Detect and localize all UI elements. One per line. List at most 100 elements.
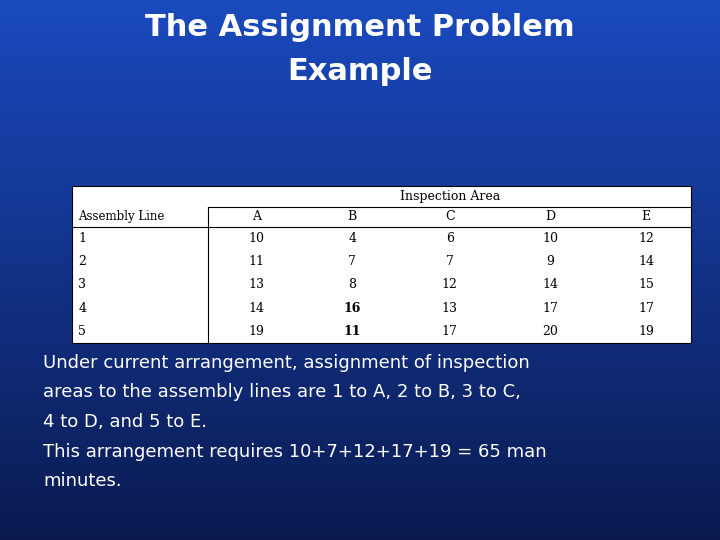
Text: 4: 4 <box>348 232 356 245</box>
Text: 1: 1 <box>78 232 86 245</box>
Text: 13: 13 <box>248 279 264 292</box>
Bar <box>0 148 720 153</box>
Text: 19: 19 <box>639 325 654 338</box>
Bar <box>0 180 720 185</box>
Bar <box>0 490 720 495</box>
Text: The Assignment Problem: The Assignment Problem <box>145 14 575 43</box>
Bar <box>0 135 720 139</box>
Bar <box>0 482 720 486</box>
Text: 4: 4 <box>78 302 86 315</box>
Text: minutes.: minutes. <box>43 472 122 490</box>
Text: 10: 10 <box>248 232 264 245</box>
Text: B: B <box>348 211 357 224</box>
Bar <box>0 396 720 401</box>
Bar <box>0 392 720 396</box>
Bar <box>0 202 720 207</box>
Bar <box>0 198 720 202</box>
Bar <box>0 131 720 135</box>
Bar <box>0 517 720 522</box>
Text: D: D <box>545 211 555 224</box>
Bar <box>0 90 720 94</box>
Bar <box>0 441 720 445</box>
Bar <box>0 189 720 193</box>
Bar <box>0 36 720 40</box>
Text: 14: 14 <box>248 302 264 315</box>
Bar <box>0 252 720 256</box>
Bar <box>0 418 720 423</box>
Bar <box>0 81 720 85</box>
Bar <box>0 436 720 441</box>
Bar <box>0 324 720 328</box>
Text: 7: 7 <box>446 255 454 268</box>
Bar <box>0 405 720 409</box>
Bar <box>0 477 720 482</box>
Bar <box>0 333 720 338</box>
Bar <box>0 108 720 112</box>
Bar <box>0 347 720 351</box>
Bar <box>0 450 720 455</box>
Bar <box>0 117 720 122</box>
Bar <box>0 409 720 414</box>
Bar <box>0 279 720 284</box>
Text: 11: 11 <box>343 325 361 338</box>
Bar <box>0 342 720 347</box>
Text: 5: 5 <box>78 325 86 338</box>
Bar <box>0 54 720 58</box>
Bar <box>0 378 720 382</box>
Bar <box>0 63 720 68</box>
Bar <box>0 387 720 392</box>
Text: 16: 16 <box>343 302 361 315</box>
Text: 15: 15 <box>639 279 654 292</box>
Bar <box>0 261 720 266</box>
Text: 19: 19 <box>248 325 264 338</box>
Text: 10: 10 <box>542 232 558 245</box>
Bar <box>0 220 720 225</box>
Text: 17: 17 <box>542 302 558 315</box>
Text: 8: 8 <box>348 279 356 292</box>
Bar <box>0 18 720 23</box>
Text: E: E <box>642 211 651 224</box>
Text: Assembly Line: Assembly Line <box>78 211 165 224</box>
Bar <box>0 432 720 436</box>
Bar <box>0 50 720 54</box>
Text: areas to the assembly lines are 1 to A, 2 to B, 3 to C,: areas to the assembly lines are 1 to A, … <box>43 383 521 401</box>
Bar <box>0 522 720 526</box>
Bar <box>0 122 720 126</box>
Bar <box>0 45 720 50</box>
Text: 11: 11 <box>248 255 264 268</box>
Bar <box>0 382 720 387</box>
Bar <box>0 500 720 504</box>
Bar <box>0 369 720 374</box>
Bar <box>0 351 720 355</box>
Bar <box>0 274 720 279</box>
Text: 14: 14 <box>542 279 558 292</box>
Bar <box>0 230 720 234</box>
Bar <box>0 293 720 297</box>
Bar <box>0 14 720 18</box>
Text: A: A <box>252 211 261 224</box>
Bar <box>0 185 720 189</box>
Text: 14: 14 <box>639 255 654 268</box>
Bar <box>0 288 720 293</box>
Text: C: C <box>445 211 454 224</box>
Bar <box>0 504 720 509</box>
Bar <box>0 234 720 239</box>
Bar <box>0 225 720 229</box>
Bar <box>0 144 720 148</box>
Bar <box>0 355 720 360</box>
Bar <box>0 472 720 477</box>
Bar <box>0 401 720 405</box>
Text: 9: 9 <box>546 255 554 268</box>
Bar <box>0 301 720 306</box>
Bar <box>0 509 720 513</box>
Bar <box>0 153 720 158</box>
Bar <box>0 297 720 301</box>
Bar <box>0 338 720 342</box>
Bar <box>0 72 720 77</box>
Bar <box>0 455 720 459</box>
Text: 20: 20 <box>542 325 558 338</box>
Bar <box>0 360 720 364</box>
Bar <box>0 531 720 536</box>
Bar <box>0 99 720 104</box>
Bar <box>0 68 720 72</box>
